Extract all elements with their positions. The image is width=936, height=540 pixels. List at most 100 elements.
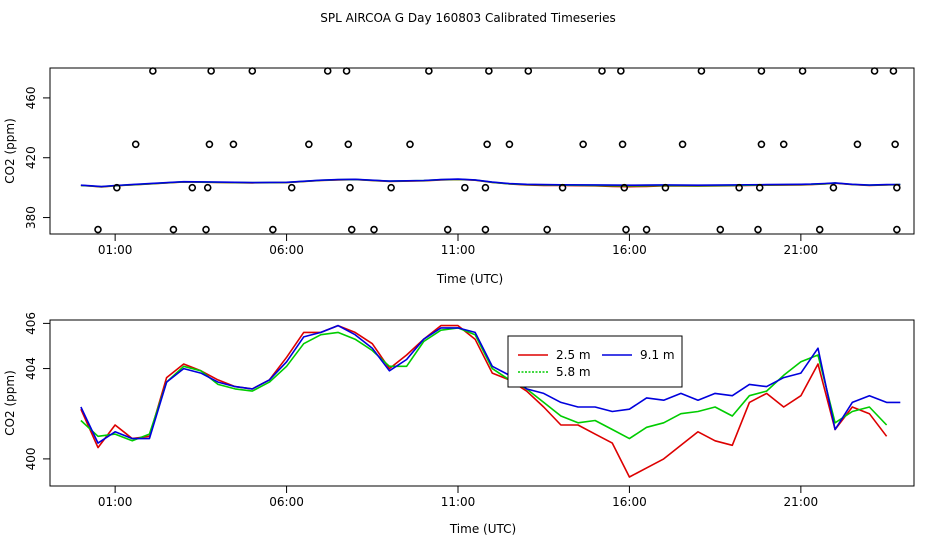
chart-title: SPL AIRCOA G Day 160803 Calibrated Times… — [320, 11, 615, 25]
calibration-point-center — [481, 183, 490, 192]
legend-label-2.5m: 2.5 m — [556, 348, 591, 362]
top-series-9.1m — [80, 178, 901, 188]
calibration-point-mid — [853, 140, 862, 149]
calibration-point-mid — [678, 140, 687, 149]
calibration-point-low — [269, 225, 277, 234]
calibration-point-low — [169, 225, 178, 234]
bottom-axes: 01:00 06:00 11:00 16:00 21:00 400 404 406 — [24, 312, 818, 509]
bottom-plot-frame — [49, 319, 915, 487]
bottom-series-9.1m — [80, 324, 901, 444]
calibration-point-high — [697, 67, 706, 75]
calibration-point-mid — [483, 140, 491, 149]
calibration-point-low — [443, 225, 452, 234]
calibration-point-high — [207, 67, 215, 75]
calibration-point-high — [149, 67, 157, 75]
top-axes: 01:00 06:00 11:00 16:00 21:00 380 420 460 — [24, 86, 818, 257]
calibration-point-low — [815, 225, 824, 234]
calibration-point-low — [622, 225, 630, 234]
calibration-point-high — [342, 67, 351, 75]
bottom-ytick-label: 400 — [24, 447, 38, 470]
bottom-panel: Time (UTC) CO2 (ppm) 01:00 06:00 11:00 16:0… — [3, 312, 915, 536]
legend-label-9.1m: 9.1 m — [640, 348, 675, 362]
calibration-point-center — [558, 183, 567, 192]
calibration-point-mid — [891, 140, 899, 149]
bottom-ylabel: CO2 (ppm) — [3, 370, 17, 436]
calibration-point-high — [524, 67, 533, 75]
calibration-point-center — [620, 183, 629, 192]
top-panel: Time (UTC) CO2 (ppm) 01:00 06:00 11:00 16:0… — [3, 67, 915, 286]
top-xtick-label: 11:00 — [441, 243, 476, 257]
calibration-point-low — [481, 225, 490, 234]
top-ytick-label: 460 — [24, 86, 38, 109]
calibration-point-center — [893, 183, 901, 192]
bottom-ytick-label: 406 — [24, 312, 38, 335]
calibration-point-mid — [131, 140, 140, 149]
bottom-xtick-label: 06:00 — [269, 495, 304, 509]
top-data — [80, 67, 901, 234]
calibration-point-mid — [779, 140, 788, 149]
top-xlabel: Time (UTC) — [436, 272, 503, 286]
calibration-point-high — [598, 67, 606, 75]
calibration-point-high — [323, 67, 332, 75]
legend-label-5.8m: 5.8 m — [556, 365, 591, 379]
calibration-point-center — [387, 183, 395, 192]
calibration-point-high — [425, 67, 433, 75]
calibration-point-center — [461, 183, 469, 192]
calibration-point-mid — [406, 140, 414, 149]
top-xtick-label: 16:00 — [612, 243, 647, 257]
calibration-point-center — [661, 183, 670, 192]
top-ytick-label: 380 — [24, 206, 38, 229]
calibration-point-center — [113, 183, 121, 192]
calibration-point-low — [543, 225, 551, 234]
bottom-series-2.5m — [80, 324, 888, 478]
bottom-data — [80, 324, 901, 478]
calibration-point-mid — [205, 140, 214, 149]
calibration-point-high — [485, 67, 493, 75]
calibration-point-mid — [505, 140, 514, 149]
top-plot-frame — [49, 67, 915, 235]
calibration-point-low — [716, 225, 725, 234]
calibration-point-center — [203, 183, 212, 192]
calibration-point-low — [893, 225, 901, 234]
calibration-point-center — [735, 183, 743, 192]
top-xtick-label: 21:00 — [784, 243, 819, 257]
calibration-point-mid — [305, 140, 313, 149]
calibration-point-low — [642, 225, 651, 234]
bottom-ytick-label: 404 — [24, 357, 38, 380]
calibration-point-high — [870, 67, 879, 75]
calibration-point-center — [188, 183, 197, 192]
legend-box — [507, 335, 683, 388]
top-ytick-label: 420 — [24, 146, 38, 169]
calibration-point-high — [248, 67, 257, 75]
top-xtick-label: 06:00 — [269, 243, 304, 257]
top-series-2.5m — [80, 178, 901, 188]
calibration-point-mid — [344, 140, 353, 149]
top-xtick-label: 01:00 — [98, 243, 133, 257]
calibration-point-center — [755, 183, 764, 192]
calibration-point-mid — [757, 140, 766, 149]
calibration-point-low — [94, 225, 102, 234]
bottom-series-5.8m — [80, 327, 888, 442]
calibration-point-high — [798, 67, 807, 75]
calibration-point-center — [346, 183, 354, 192]
bottom-xtick-label: 21:00 — [784, 495, 819, 509]
calibration-point-center — [287, 183, 296, 192]
calibration-point-mid — [579, 140, 587, 149]
calibration-point-high — [617, 67, 625, 75]
calibration-point-high — [889, 67, 898, 75]
bottom-xtick-label: 11:00 — [441, 495, 476, 509]
calibration-point-center — [829, 183, 838, 192]
top-ylabel: CO2 (ppm) — [3, 118, 17, 184]
bottom-xtick-label: 16:00 — [612, 495, 647, 509]
legend: 2.5 m 5.8 m 9.1 m — [507, 335, 683, 388]
calibration-point-mid — [618, 140, 627, 149]
bottom-xlabel: Time (UTC) — [449, 522, 516, 536]
calibration-point-low — [754, 225, 762, 234]
calibration-point-low — [370, 225, 378, 234]
calibration-point-low — [347, 225, 356, 234]
calibration-point-mid — [229, 140, 238, 149]
calibration-point-high — [757, 67, 766, 75]
calibration-point-low — [202, 225, 210, 234]
bottom-xtick-label: 01:00 — [98, 495, 133, 509]
